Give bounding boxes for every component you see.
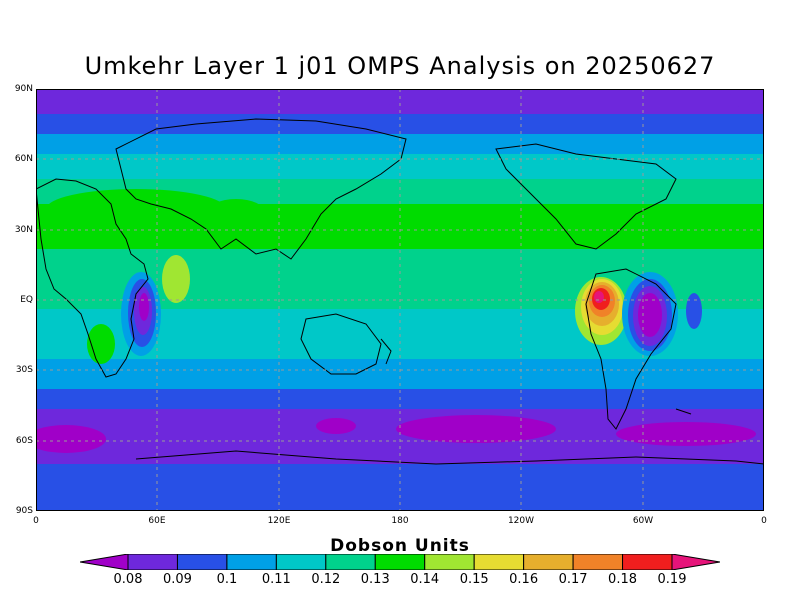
colorbar-swatch: [374, 554, 426, 570]
map-title: Umkehr Layer 1 j01 OMPS Analysis on 2025…: [84, 52, 716, 80]
colorbar-level-label: 0.17: [558, 572, 588, 587]
y-tick-label: EQ: [20, 295, 33, 305]
x-tick-label: 120W: [507, 516, 535, 526]
colorbar-swatch: [671, 554, 720, 570]
colorbar-level-label: 0.16: [509, 572, 539, 587]
colorbar-title: Dobson Units: [330, 536, 470, 556]
x-tick-label: 60W: [632, 516, 654, 526]
x-tick-label: 180: [391, 516, 409, 526]
colorbar-swatch: [622, 554, 673, 570]
ozone-map: [36, 89, 764, 511]
x-tick-label: 120E: [267, 516, 291, 526]
colorbar-level-label: 0.08: [113, 572, 143, 587]
colorbar-level-label: 0.11: [261, 572, 291, 587]
colorbar-swatch: [80, 554, 129, 570]
colorbar-swatch: [176, 554, 228, 570]
colorbar-swatch: [572, 554, 624, 570]
colorbar-swatch: [275, 554, 327, 570]
colorbar-level-label: 0.12: [311, 572, 341, 587]
y-tick-label: 30N: [14, 225, 33, 235]
colorbar-level-label: 0.15: [459, 572, 489, 587]
colorbar-swatch: [226, 554, 277, 570]
colorbar-swatch: [325, 554, 376, 570]
y-tick-label: 90S: [15, 506, 33, 516]
x-tick-label: 0: [761, 516, 767, 526]
colorbar: [80, 554, 720, 570]
colorbar-level-label: 0.1: [216, 572, 238, 587]
x-tick-label: 0: [33, 516, 39, 526]
colorbar-swatch: [523, 554, 574, 570]
colorbar-swatch: [473, 554, 525, 570]
colorbar-level-label: 0.14: [410, 572, 440, 587]
colorbar-level-label: 0.18: [608, 572, 637, 587]
colorbar-level-label: 0.09: [162, 572, 192, 587]
x-tick-label: 60E: [148, 516, 166, 526]
y-tick-label: 30S: [15, 365, 33, 375]
colorbar-level-label: 0.13: [360, 572, 390, 587]
colorbar-level-label: 0.19: [657, 572, 687, 587]
colorbar-swatch: [127, 554, 178, 570]
ozone-field: [36, 89, 764, 511]
y-tick-label: 60S: [15, 436, 33, 446]
y-tick-label: 90N: [14, 84, 33, 94]
colorbar-swatch: [424, 554, 475, 570]
y-tick-label: 60N: [14, 154, 33, 164]
